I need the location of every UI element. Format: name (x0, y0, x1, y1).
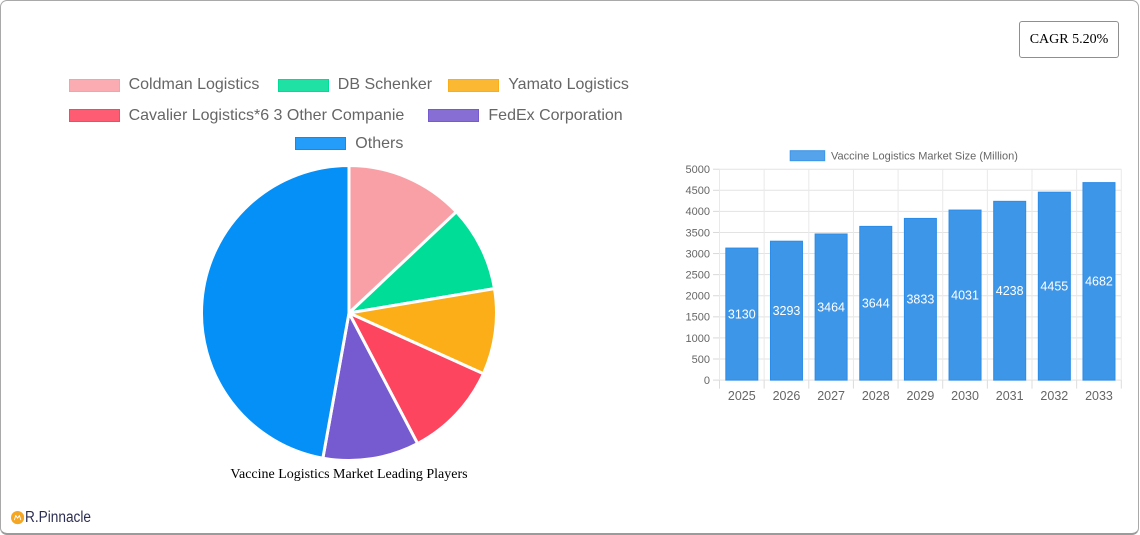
svg-text:Vaccine Logistics Market Size: Vaccine Logistics Market Size (Million) (831, 151, 1018, 163)
svg-text:3130: 3130 (728, 307, 756, 321)
svg-text:4031: 4031 (951, 288, 979, 302)
svg-text:3464: 3464 (817, 300, 845, 314)
svg-text:2027: 2027 (817, 389, 845, 403)
svg-text:4238: 4238 (996, 284, 1024, 298)
svg-text:5000: 5000 (686, 164, 710, 176)
svg-text:2026: 2026 (773, 389, 801, 403)
svg-text:1500: 1500 (686, 312, 710, 324)
svg-text:3644: 3644 (862, 297, 890, 311)
svg-text:4500: 4500 (686, 185, 710, 197)
svg-text:3293: 3293 (773, 304, 801, 318)
svg-text:2025: 2025 (728, 389, 756, 403)
svg-text:2031: 2031 (996, 389, 1024, 403)
svg-text:2033: 2033 (1085, 389, 1113, 403)
svg-text:3000: 3000 (686, 248, 710, 260)
svg-text:2028: 2028 (862, 389, 890, 403)
svg-text:2029: 2029 (906, 389, 934, 403)
svg-text:0: 0 (704, 375, 710, 387)
svg-text:2032: 2032 (1040, 389, 1068, 403)
svg-text:4455: 4455 (1040, 280, 1068, 294)
svg-text:2030: 2030 (951, 389, 979, 403)
svg-text:4682: 4682 (1085, 275, 1113, 289)
svg-text:1000: 1000 (686, 333, 710, 345)
svg-text:2500: 2500 (686, 270, 710, 282)
svg-text:3833: 3833 (906, 293, 934, 307)
svg-text:4000: 4000 (686, 206, 710, 218)
svg-text:500: 500 (692, 354, 710, 366)
svg-text:2000: 2000 (686, 291, 710, 303)
svg-text:3500: 3500 (686, 227, 710, 239)
